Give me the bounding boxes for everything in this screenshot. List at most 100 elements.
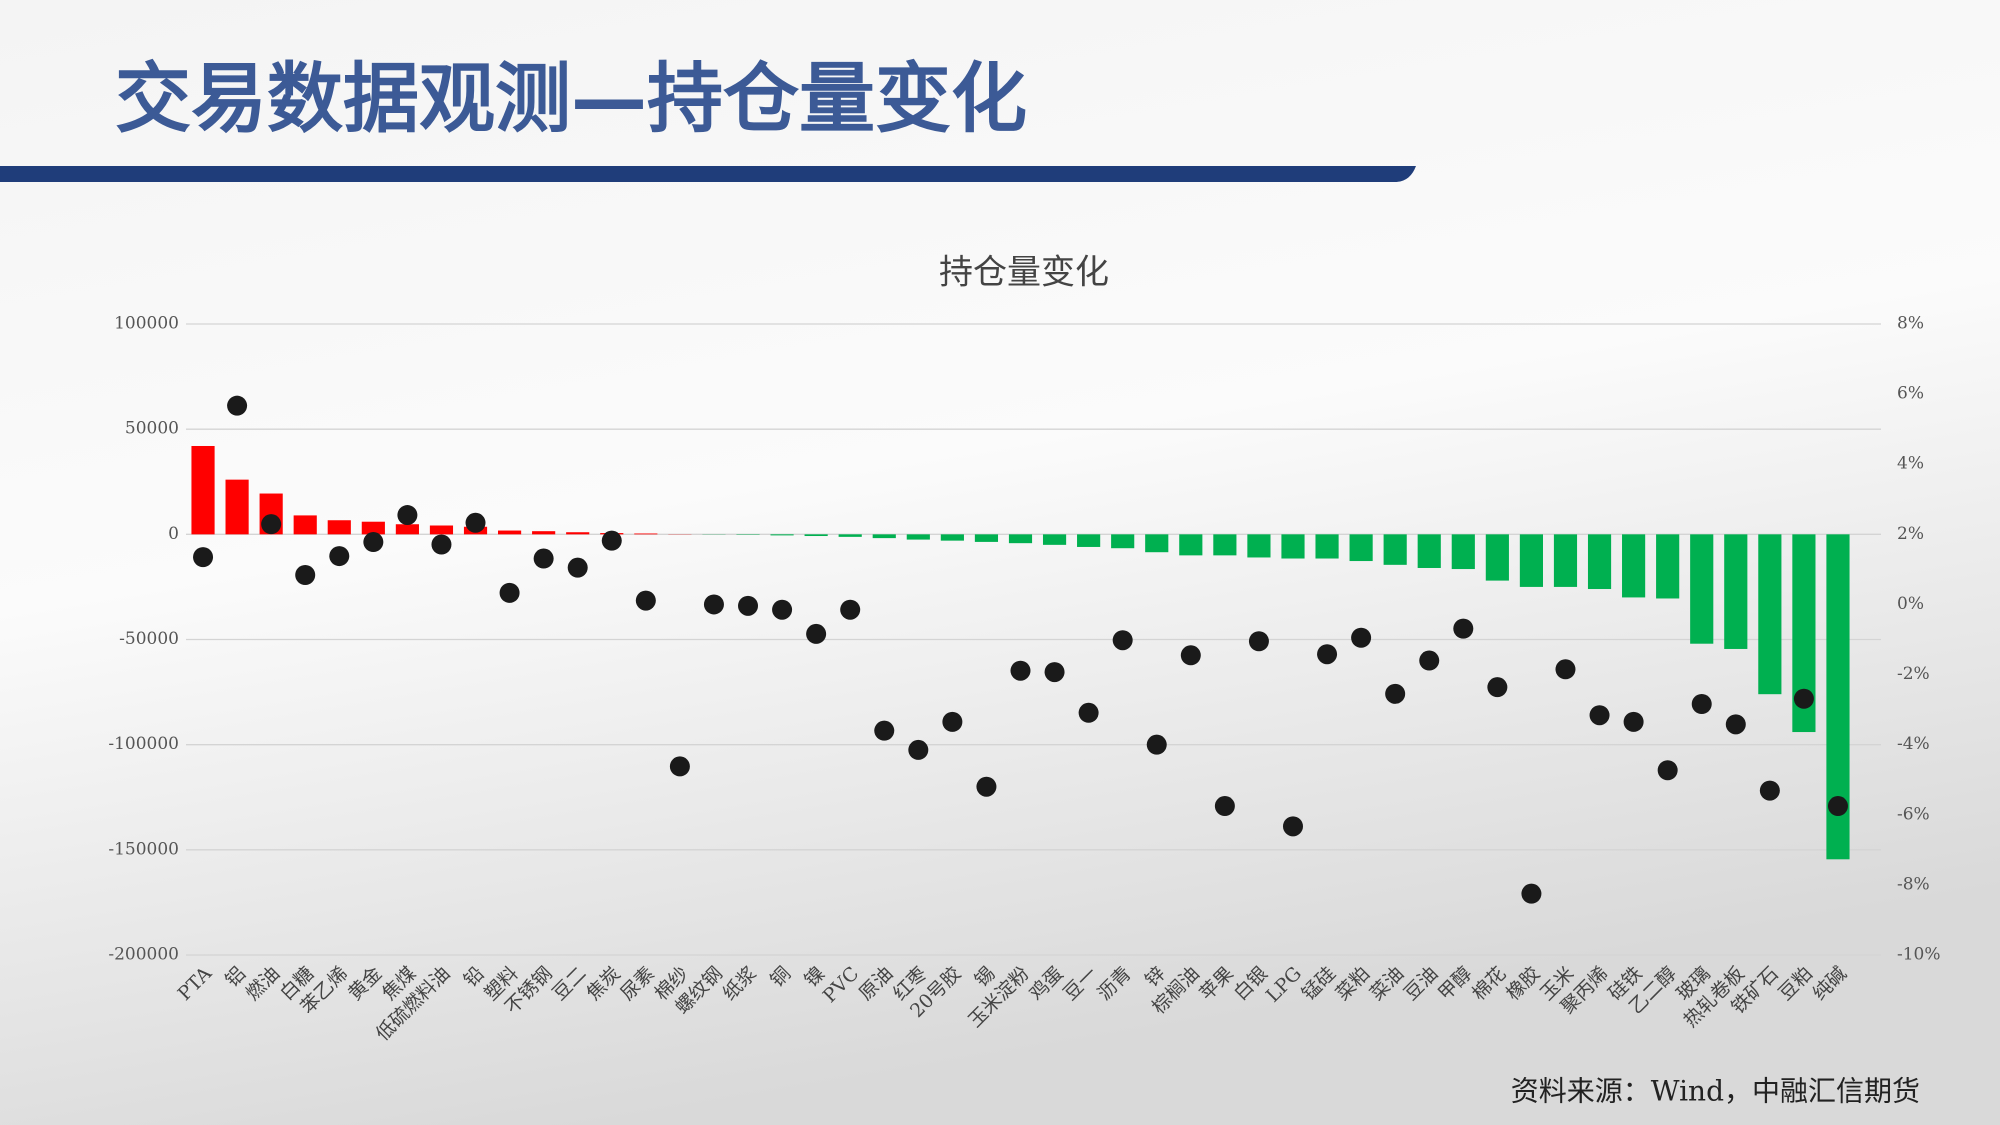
dot xyxy=(1146,734,1167,755)
bar xyxy=(634,533,658,535)
y-tick-label: -150000 xyxy=(108,839,179,859)
dot xyxy=(1317,644,1338,665)
bar xyxy=(1519,534,1543,587)
bar xyxy=(1247,534,1271,558)
y2-tick-label: -4% xyxy=(1897,734,1930,754)
bar xyxy=(1008,534,1033,544)
bar xyxy=(1281,534,1305,559)
bar xyxy=(191,445,215,535)
dot xyxy=(431,534,452,555)
bar xyxy=(1792,534,1816,733)
bar xyxy=(327,520,351,535)
y2-tick-label: 8% xyxy=(1897,314,1924,334)
bar xyxy=(872,534,896,539)
dot xyxy=(1214,796,1235,817)
y-tick-label: 100000 xyxy=(114,314,179,334)
y2-tick-label: 4% xyxy=(1897,454,1924,474)
bar xyxy=(498,530,522,535)
dot xyxy=(1487,677,1508,698)
dot xyxy=(567,557,588,578)
dot xyxy=(1282,816,1303,837)
dot xyxy=(1078,702,1099,723)
dot xyxy=(261,514,282,535)
bar xyxy=(1417,534,1441,568)
dot xyxy=(703,594,724,615)
bar xyxy=(1179,534,1203,556)
bar xyxy=(429,525,454,535)
dot xyxy=(397,505,418,526)
bar xyxy=(532,531,556,535)
dot xyxy=(1555,659,1576,680)
bar xyxy=(906,534,930,540)
dot xyxy=(1180,645,1201,666)
source: 资料来源：Wind，中融汇信期货 xyxy=(1511,1075,1920,1108)
dot xyxy=(499,582,520,603)
y2-tick-label: -8% xyxy=(1897,874,1930,894)
bar xyxy=(1758,534,1782,695)
dot xyxy=(874,720,895,741)
bar xyxy=(1349,534,1373,562)
dot xyxy=(1725,714,1746,735)
bar xyxy=(1315,534,1339,559)
bar xyxy=(974,534,999,542)
bar xyxy=(1690,534,1714,644)
bar xyxy=(838,534,862,537)
dot xyxy=(1793,688,1814,709)
bar xyxy=(1077,534,1101,547)
bar xyxy=(1622,534,1646,598)
dot xyxy=(465,512,486,533)
dot xyxy=(942,711,963,732)
dot xyxy=(1691,694,1712,715)
dot xyxy=(1351,627,1372,648)
dot xyxy=(533,548,554,569)
bar xyxy=(1145,534,1169,553)
dot xyxy=(363,532,384,553)
dot xyxy=(738,595,759,616)
dot xyxy=(1521,883,1542,904)
dot xyxy=(601,530,622,551)
y-tick-label: 0 xyxy=(168,524,179,544)
dot xyxy=(1623,711,1644,732)
dot xyxy=(1112,630,1133,651)
chart-title: 持仓量变化 xyxy=(939,253,1109,293)
bar xyxy=(1656,534,1680,599)
bar xyxy=(225,479,249,535)
dot xyxy=(1759,780,1780,801)
bar xyxy=(1451,534,1475,570)
bar xyxy=(1587,534,1612,590)
bar xyxy=(566,532,590,535)
dot xyxy=(1589,705,1610,726)
header-bar xyxy=(0,166,1416,182)
dot xyxy=(193,547,214,568)
dot xyxy=(772,599,793,620)
dot xyxy=(908,739,929,760)
bar xyxy=(1724,534,1748,649)
bar xyxy=(361,521,385,535)
bar xyxy=(1383,534,1407,565)
bar xyxy=(1111,534,1135,549)
dot xyxy=(1248,631,1269,652)
bar xyxy=(1213,534,1237,556)
y2-tick-label: 2% xyxy=(1897,524,1924,544)
dot xyxy=(1044,662,1065,683)
y2-tick-label: -6% xyxy=(1897,804,1930,824)
bar xyxy=(770,534,794,536)
y2-tick-label: -10% xyxy=(1897,945,1941,965)
bar xyxy=(1485,534,1509,581)
bar xyxy=(1553,534,1578,587)
dot xyxy=(1453,618,1474,639)
dot xyxy=(1010,660,1031,681)
y2-tick-label: 0% xyxy=(1897,594,1924,614)
y2-tick-label: 6% xyxy=(1897,384,1924,404)
bar xyxy=(1826,534,1850,860)
dot xyxy=(1827,796,1848,817)
dot xyxy=(976,776,997,797)
bar xyxy=(804,534,828,537)
y-tick-label: -100000 xyxy=(108,734,179,754)
dot xyxy=(1385,683,1406,704)
dot xyxy=(840,599,861,620)
dot xyxy=(1419,650,1440,671)
dot xyxy=(1657,760,1678,781)
dot xyxy=(669,756,690,777)
